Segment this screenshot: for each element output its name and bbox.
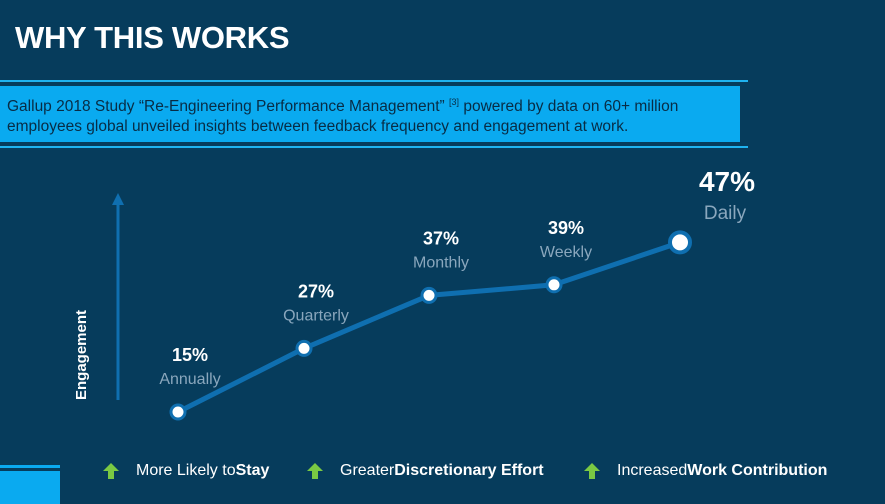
legend-effort-bold: Discretionary Effort bbox=[394, 462, 544, 479]
legend-stay-prefix: More Likely to bbox=[136, 462, 236, 479]
legend-item-stay: More Likely to Stay bbox=[102, 460, 269, 482]
category-label-weekly: Weekly bbox=[540, 244, 592, 261]
up-arrow-icon bbox=[307, 463, 323, 479]
banner-bottom-line bbox=[0, 146, 748, 148]
category-label-monthly: Monthly bbox=[413, 254, 469, 271]
data-point-quarterly bbox=[295, 339, 313, 357]
value-label-weekly: 39% bbox=[548, 218, 584, 238]
banner-top-line bbox=[0, 80, 748, 82]
category-label-annually: Annually bbox=[159, 371, 220, 388]
value-label-quarterly: 27% bbox=[298, 281, 334, 301]
corner-accent-line bbox=[0, 465, 60, 468]
banner-text-rest: powered by data on 60+ million employees… bbox=[7, 98, 679, 135]
study-banner: Gallup 2018 Study “Re-Engineering Perfor… bbox=[0, 86, 740, 142]
corner-accent-block bbox=[0, 471, 60, 504]
citation-ref[interactable]: [3] bbox=[449, 97, 460, 107]
legend-item-work-contribution: Increased Work Contribution bbox=[583, 460, 827, 482]
value-label-monthly: 37% bbox=[423, 228, 459, 248]
category-label-daily: Daily bbox=[704, 203, 747, 224]
legend-contribution-bold: Work Contribution bbox=[687, 462, 828, 479]
value-label-daily: 47% bbox=[699, 166, 755, 197]
legend-item-discretionary-effort: Greater Discretionary Effort bbox=[306, 460, 544, 482]
data-point-monthly bbox=[420, 286, 438, 304]
legend-effort-prefix: Greater bbox=[340, 462, 395, 479]
page-title: WHY THIS WORKS bbox=[15, 20, 290, 55]
value-label-annually: 15% bbox=[172, 345, 208, 365]
y-axis-label: Engagement bbox=[73, 310, 90, 401]
data-point-annually bbox=[169, 403, 187, 421]
up-arrow-icon bbox=[103, 463, 119, 479]
category-label-quarterly: Quarterly bbox=[283, 307, 349, 324]
banner-text: Gallup 2018 Study “Re-Engineering Perfor… bbox=[7, 92, 732, 137]
data-point-daily bbox=[668, 230, 692, 255]
legend-stay-bold: Stay bbox=[235, 462, 270, 479]
up-arrow-icon bbox=[584, 463, 600, 479]
y-axis-arrow-icon bbox=[112, 193, 124, 205]
legend-contribution-prefix: Increased bbox=[617, 462, 688, 479]
data-point-weekly bbox=[545, 276, 563, 294]
banner-text-main: Gallup 2018 Study “Re-Engineering Perfor… bbox=[7, 98, 445, 115]
